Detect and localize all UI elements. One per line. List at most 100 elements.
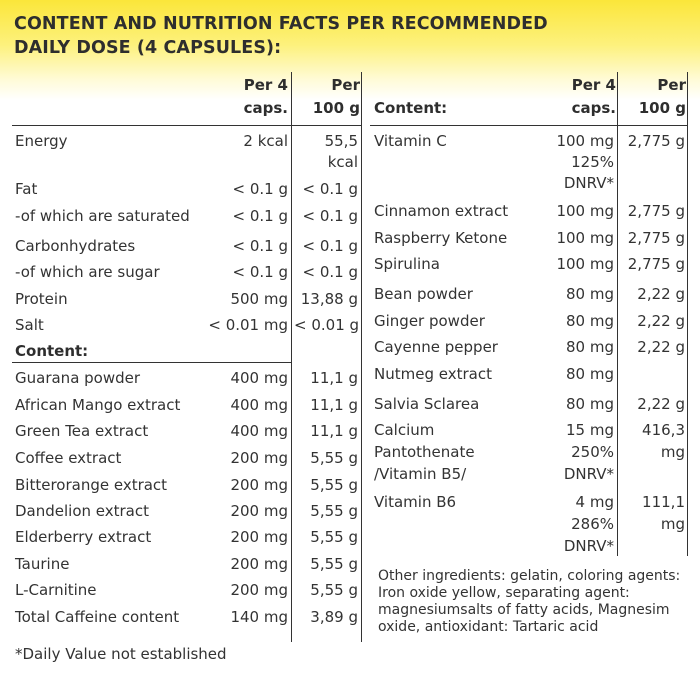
- left-column-divider-1: [291, 72, 292, 642]
- right-row-per-100g: 2,22 g: [637, 312, 685, 330]
- content-row-label: Elderberry extract: [15, 528, 152, 546]
- right-row-per-dose: 100 mg: [556, 132, 614, 150]
- right-row-label: Ginger powder: [374, 312, 485, 330]
- right-row-per-dose: 100 mg: [556, 255, 614, 273]
- content-row-per-dose: 200 mg: [230, 528, 288, 546]
- nutrition-row-per-100g: < 0.01 g: [294, 316, 360, 334]
- nutrition-row-label: Salt: [15, 316, 44, 334]
- right-row-per-100g: mg: [660, 443, 685, 461]
- content-row-per-100g: 5,55 g: [310, 581, 358, 599]
- right-row-per-dose: 80 mg: [566, 338, 614, 356]
- nutrition-row-per-100g: < 0.1 g: [302, 263, 358, 281]
- right-row-per-dose: 4 mg: [575, 493, 614, 511]
- right-header-content-label: Content:: [374, 99, 448, 117]
- right-row-per-dose: 15 mg: [566, 421, 614, 439]
- right-column-divider-2: [687, 72, 688, 556]
- left-header-divider: [12, 125, 361, 126]
- nutrition-row-label: Energy: [15, 132, 68, 150]
- content-row-per-dose: 200 mg: [230, 555, 288, 573]
- content-row-label: Guarana powder: [15, 369, 141, 387]
- right-row-label: Spirulina: [374, 255, 440, 273]
- content-row-per-100g: 11,1 g: [310, 369, 358, 387]
- content-row-per-dose: 400 mg: [230, 396, 288, 414]
- right-row-per-100g: 2,22 g: [637, 338, 685, 356]
- nutrition-row-per-dose: < 0.1 g: [232, 263, 288, 281]
- right-row-dnrv-label: DNRV*: [563, 174, 614, 192]
- nutrition-row-per-dose: < 0.1 g: [232, 180, 288, 198]
- content-row-per-dose: 200 mg: [230, 581, 288, 599]
- nutrition-row-per-100g: < 0.1 g: [302, 207, 358, 225]
- right-row-per-dose: 80 mg: [566, 395, 614, 413]
- right-row-dnrv-percent: 286%: [571, 515, 614, 533]
- content-row-label: Dandelion extract: [15, 502, 149, 520]
- content-row-label: Taurine: [15, 555, 70, 573]
- content-row-label: Bitterorange extract: [15, 476, 168, 494]
- other-ingredients-text: Other ingredients: gelatin, coloring age…: [378, 568, 681, 635]
- right-row-per-dose: 80 mg: [566, 365, 614, 383]
- content-row-per-100g: 5,55 g: [310, 476, 358, 494]
- nutrition-row-per-100g: < 0.1 g: [302, 180, 358, 198]
- left-column-divider-2: [361, 72, 362, 642]
- right-row-label: Salvia Sclarea: [374, 395, 480, 413]
- right-row-dnrv-label: DNRV*: [563, 465, 614, 483]
- nutrition-row-per-100g-unit: kcal: [327, 153, 358, 171]
- right-row-per-100g: 2,775 g: [627, 202, 685, 220]
- right-row-label: Calcium: [374, 421, 435, 439]
- content-row-label: Green Tea extract: [15, 422, 149, 440]
- right-row-label: Cinnamon extract: [374, 202, 509, 220]
- right-column-divider-1: [617, 72, 618, 556]
- content-row-per-dose: 140 mg: [230, 608, 288, 626]
- content-row-label: Total Caffeine content: [15, 608, 180, 626]
- nutrition-row-label: -of which are sugar: [15, 263, 160, 281]
- nutrition-row-label: Protein: [15, 290, 68, 308]
- nutrition-row-per-dose: < 0.1 g: [232, 237, 288, 255]
- content-row-per-dose: 200 mg: [230, 476, 288, 494]
- content-row-per-100g: 5,55 g: [310, 528, 358, 546]
- left-header-per-dose-line1: Per 4: [243, 76, 288, 94]
- right-header-divider: [370, 125, 688, 126]
- nutrition-row-label: Fat: [15, 180, 38, 198]
- content-row-per-100g: 5,55 g: [310, 502, 358, 520]
- content-row-per-dose: 200 mg: [230, 449, 288, 467]
- right-row-per-dose: 100 mg: [556, 202, 614, 220]
- right-row-per-100g: 2,775 g: [627, 255, 685, 273]
- right-row-label: Vitamin B6: [374, 493, 457, 511]
- nutrition-row-label: Carbonhydrates: [15, 237, 136, 255]
- content-row-per-100g: 11,1 g: [310, 422, 358, 440]
- content-row-per-dose: 200 mg: [230, 502, 288, 520]
- right-header-per-dose-line1: Per 4: [571, 76, 616, 94]
- content-row-per-dose: 400 mg: [230, 369, 288, 387]
- content-row-label: African Mango extract: [15, 396, 181, 414]
- right-header-per-100g: Per 100 g: [620, 74, 686, 120]
- right-row-label: Cayenne pepper: [374, 338, 498, 356]
- left-header-per-100g: Per 100 g: [294, 74, 360, 120]
- nutrition-row-per-100g: 55,5: [324, 132, 358, 150]
- right-header-per-100g-line2: 100 g: [638, 99, 686, 117]
- footnote: *Daily Value not established: [15, 645, 227, 663]
- content-row-per-100g: 5,55 g: [310, 449, 358, 467]
- right-row-per-100g: 111,1: [642, 493, 685, 511]
- right-row-label: Raspberry Ketone: [374, 229, 508, 247]
- right-row-label: Pantothenate: [374, 443, 475, 461]
- nutrition-row-per-dose: < 0.1 g: [232, 207, 288, 225]
- right-row-dnrv-label: DNRV*: [563, 537, 614, 555]
- content-row-label: Coffee extract: [15, 449, 122, 467]
- right-row-dnrv-percent: 250%: [571, 443, 614, 461]
- nutrition-row-per-100g: 13,88 g: [300, 290, 358, 308]
- content-row-per-100g: 11,1 g: [310, 396, 358, 414]
- right-row-per-100g: 2,775 g: [627, 132, 685, 150]
- title-line-2: DAILY DOSE (4 CAPSULES):: [14, 38, 282, 58]
- right-row-per-dose: 80 mg: [566, 285, 614, 303]
- left-content-divider: [12, 362, 292, 363]
- right-row-per-dose: 80 mg: [566, 312, 614, 330]
- right-row-label-line2: /Vitamin B5/: [374, 465, 467, 483]
- nutrition-row-per-dose: 2 kcal: [243, 132, 288, 150]
- right-header-per-100g-line1: Per: [657, 76, 686, 94]
- nutrition-row-label: -of which are saturated: [15, 207, 190, 225]
- nutrition-row-per-100g: < 0.1 g: [302, 237, 358, 255]
- nutrition-row-per-dose: 500 mg: [230, 290, 288, 308]
- content-row-per-100g: 5,55 g: [310, 555, 358, 573]
- left-header-per-dose: Per 4 caps.: [212, 74, 288, 120]
- right-row-label: Nutmeg extract: [374, 365, 492, 383]
- content-row-per-100g: 3,89 g: [310, 608, 358, 626]
